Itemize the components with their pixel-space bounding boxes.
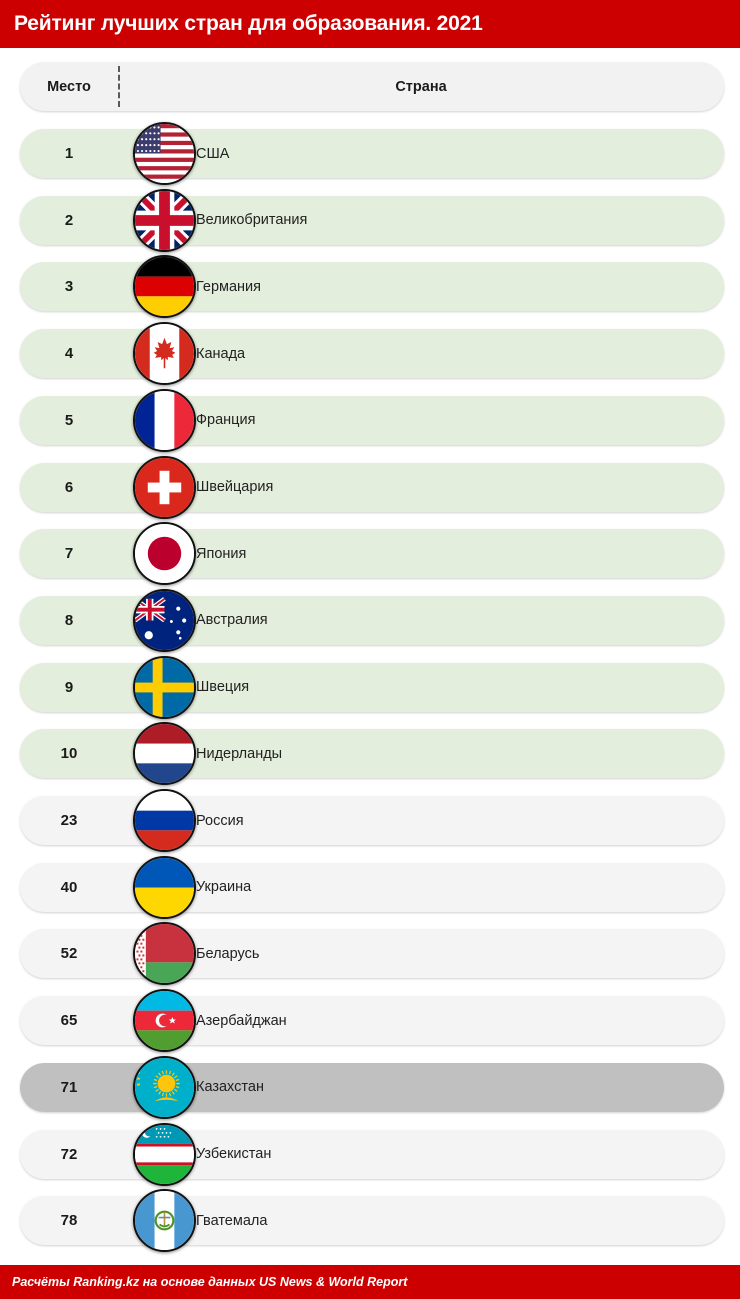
country-cell: Германия	[196, 278, 262, 295]
country-cell: Украина	[196, 879, 252, 896]
rank-cell: 52	[60, 945, 78, 963]
table-row[interactable]: 1 США	[20, 122, 724, 185]
country-cell: Казахстан	[196, 1079, 264, 1096]
country-cell: Азербайджан	[196, 1012, 287, 1029]
country-cell: Узбекистан	[196, 1146, 272, 1162]
source-note: Расчёты Ranking.kz на основе данных US N…	[12, 1275, 408, 1289]
table-row[interactable]: 9 Швеция	[20, 655, 724, 719]
country-cell: Нидерланды	[196, 745, 283, 762]
flag-ca-icon	[133, 322, 196, 386]
flag-jp-icon	[133, 522, 196, 586]
country-cell: Япония	[196, 545, 247, 562]
flag-fr-icon	[133, 388, 196, 452]
country-cell: Франция	[196, 412, 256, 429]
column-header-rank: Место	[47, 78, 91, 95]
table-row[interactable]: 8 Австралия	[20, 588, 724, 652]
table-row[interactable]: 40 Украина	[20, 855, 724, 919]
rank-cell: 10	[60, 745, 78, 763]
rank-cell: 3	[64, 278, 74, 296]
title-bar: Рейтинг лучших стран для образования. 20…	[0, 0, 740, 48]
rank-cell: 9	[64, 678, 74, 696]
table-row[interactable]: 23 Россия	[20, 789, 724, 852]
country-cell: Швеция	[196, 679, 250, 696]
flag-kz-icon	[133, 1055, 196, 1119]
table-row[interactable]: 65 Азербайджан	[20, 989, 724, 1053]
country-cell: Россия	[196, 812, 244, 829]
table-row[interactable]: 7 Япония	[20, 522, 724, 586]
rank-cell: 40	[60, 878, 78, 896]
flag-de-icon	[133, 255, 196, 319]
table-row[interactable]: 10 Нидерланды	[20, 722, 724, 786]
country-cell: Австралия	[196, 612, 268, 629]
rank-cell: 7	[64, 545, 74, 563]
rank-cell: 4	[64, 345, 74, 363]
flag-az-icon	[133, 989, 196, 1053]
rank-cell: 23	[60, 812, 78, 829]
country-cell: США	[196, 145, 230, 162]
ranking-table: Место Страна 1 США 2 Великобритания 3 Герм…	[0, 48, 740, 1265]
column-header-country: Страна	[395, 78, 447, 95]
flag-nl-icon	[133, 722, 196, 786]
flag-ua-icon	[133, 855, 196, 919]
footer-bar: Расчёты Ranking.kz на основе данных US N…	[0, 1265, 740, 1299]
country-cell: Беларусь	[196, 945, 260, 962]
table-row[interactable]: 78 Гватемала	[20, 1189, 724, 1253]
table-row[interactable]: 72 Узбекистан	[20, 1122, 724, 1186]
column-divider	[118, 66, 120, 107]
rank-cell: 2	[64, 211, 74, 229]
table-row[interactable]: 71 Казахстан	[20, 1055, 724, 1119]
rank-cell: 78	[60, 1212, 78, 1230]
rank-cell: 72	[60, 1145, 78, 1163]
table-row[interactable]: 6 Швейцария	[20, 455, 724, 519]
country-cell: Швейцария	[196, 479, 274, 495]
page-title: Рейтинг лучших стран для образования. 20…	[14, 12, 483, 35]
rank-cell: 6	[64, 478, 74, 496]
flag-ru-icon	[133, 789, 196, 852]
rank-cell: 1	[64, 145, 74, 162]
table-row[interactable]: 3 Германия	[20, 255, 724, 319]
rank-cell: 65	[60, 1012, 78, 1030]
country-cell: Гватемала	[196, 1212, 268, 1229]
rank-cell: 5	[64, 411, 74, 429]
flag-au-icon	[133, 588, 196, 652]
country-cell: Канада	[196, 345, 246, 362]
flag-us-icon	[133, 122, 196, 185]
country-cell: Великобритания	[196, 212, 308, 229]
table-header-row: Место Страна	[20, 62, 724, 111]
flag-gt-icon	[133, 1189, 196, 1253]
flag-uz-icon	[133, 1122, 196, 1186]
table-row[interactable]: 5 Франция	[20, 388, 724, 452]
flag-by-icon	[133, 922, 196, 986]
table-row[interactable]: 52 Беларусь	[20, 922, 724, 986]
flag-gb-icon	[133, 188, 196, 252]
table-row[interactable]: 4 Канада	[20, 322, 724, 386]
table-row[interactable]: 2 Великобритания	[20, 188, 724, 252]
rank-cell: 8	[64, 611, 74, 629]
flag-se-icon	[133, 655, 196, 719]
rank-cell: 71	[60, 1078, 78, 1096]
flag-ch-icon	[133, 455, 196, 519]
